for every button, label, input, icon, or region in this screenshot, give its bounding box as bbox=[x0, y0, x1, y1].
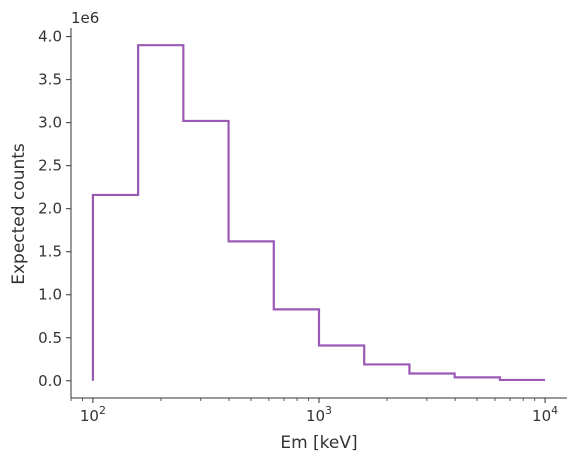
y-tick-label: 2.5 bbox=[38, 157, 62, 175]
y-tick-label: 0.0 bbox=[38, 372, 62, 390]
y-axis-offset-label: 1e6 bbox=[71, 9, 99, 27]
x-tick-label: 104 bbox=[532, 404, 558, 425]
plot-area bbox=[91, 44, 546, 382]
histogram-step-line bbox=[91, 44, 546, 382]
x-tick-label: 103 bbox=[306, 404, 332, 425]
y-tick-label: 2.0 bbox=[38, 200, 62, 218]
y-tick-label: 3.0 bbox=[38, 114, 62, 132]
y-axis-ticks: 0.0 0.5 1.0 1.5 2.0 2.5 3.0 3.5 4.0 bbox=[38, 28, 71, 390]
y-tick-label: 4.0 bbox=[38, 28, 62, 46]
x-tick-label: 102 bbox=[80, 404, 106, 425]
x-axis-ticks: 102 103 104 bbox=[70, 398, 558, 425]
y-tick-label: 0.5 bbox=[38, 329, 62, 347]
y-axis-label: Expected counts bbox=[9, 143, 29, 285]
y-tick-label: 1.5 bbox=[38, 243, 62, 261]
x-axis-label: Em [keV] bbox=[280, 433, 357, 453]
y-tick-label: 1.0 bbox=[38, 286, 62, 304]
y-tick-label: 3.5 bbox=[38, 71, 62, 89]
